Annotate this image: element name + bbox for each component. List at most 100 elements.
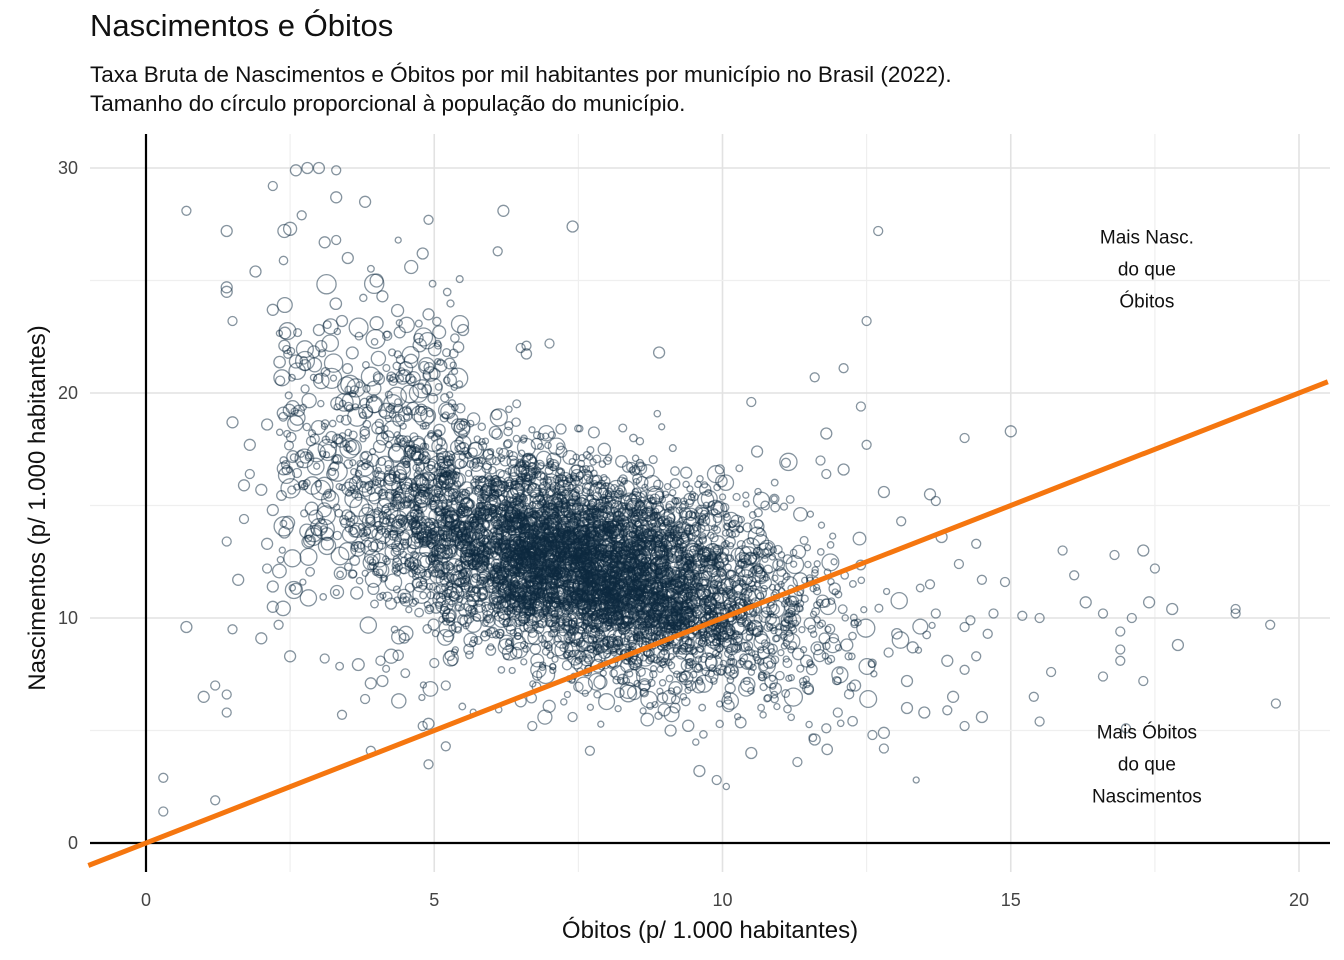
scatter-point [398, 632, 410, 644]
scatter-point [824, 623, 836, 635]
scatter-point [742, 500, 750, 508]
scatter-point [470, 541, 483, 554]
scatter-point [698, 483, 712, 496]
scatter-point [399, 550, 408, 559]
scatter-point [642, 547, 651, 556]
scatter-point [507, 464, 521, 477]
scatter-point [674, 561, 683, 570]
scatter-point [522, 502, 530, 510]
scatter-point [715, 663, 727, 676]
scatter-point [398, 625, 414, 641]
scatter-point [503, 438, 513, 449]
scatter-point [478, 551, 491, 564]
scatter-point [809, 630, 818, 638]
scatter-point [723, 511, 740, 528]
scatter-point [627, 635, 636, 644]
scatter-point [724, 554, 733, 562]
scatter-point [796, 664, 805, 673]
scatter-point [526, 586, 536, 595]
scatter-point [509, 458, 519, 468]
scatter-point [612, 675, 621, 685]
scatter-point [754, 487, 762, 496]
scatter-point [573, 681, 584, 693]
scatter-point [628, 556, 641, 569]
scatter-point [689, 545, 698, 553]
scatter-point [493, 564, 502, 574]
scatter-point [697, 652, 717, 672]
scatter-point [848, 579, 857, 588]
scatter-point [637, 678, 652, 692]
scatter-point [598, 550, 607, 559]
scatter-point [697, 546, 712, 560]
scatter-point [704, 669, 719, 684]
scatter-point [670, 466, 680, 477]
scatter-point [593, 675, 608, 690]
scatter-point [515, 458, 525, 469]
scatter-point [640, 518, 648, 527]
scatter-point [497, 666, 506, 674]
scatter-point [729, 580, 738, 589]
scatter-point [549, 464, 558, 472]
scatter-point [430, 434, 439, 442]
scatter-point [654, 711, 663, 720]
scatter-point [489, 408, 508, 427]
scatter-point [704, 601, 716, 613]
scatter-point [761, 555, 769, 563]
scatter-point [482, 449, 494, 461]
scatter-point [544, 497, 553, 505]
scatter-point [488, 479, 497, 489]
scatter-point [826, 541, 835, 549]
scatter-point [663, 706, 680, 723]
scatter-point [626, 670, 634, 678]
scatter-point [841, 614, 849, 622]
scatter-point [582, 527, 591, 535]
scatter-point [721, 692, 740, 710]
scatter-point [589, 458, 597, 466]
scatter-point [758, 671, 766, 679]
scatter-point [683, 595, 692, 604]
scatter-point [777, 649, 785, 657]
scatter-point [621, 544, 630, 552]
scatter-point [654, 565, 670, 580]
scatter-point [773, 544, 783, 555]
scatter-point [654, 531, 663, 540]
scatter-point [376, 593, 385, 601]
scatter-point [818, 632, 831, 645]
scatter-point [831, 588, 839, 596]
scatter-point [633, 549, 645, 562]
scatter-point [690, 586, 698, 595]
scatter-point [613, 687, 625, 699]
scatter-point [627, 657, 636, 666]
scatter-point [664, 564, 672, 572]
scatter-point [585, 523, 597, 535]
scatter-point [734, 565, 744, 575]
scatter-point [734, 716, 747, 729]
scatter-point [513, 619, 522, 628]
scatter-point [661, 535, 670, 543]
scatter-point [639, 687, 650, 698]
scatter-point [665, 500, 675, 511]
scatter-point [782, 554, 793, 565]
scatter-point [459, 614, 472, 628]
scatter-point [762, 671, 771, 679]
scatter-point [635, 475, 649, 489]
scatter-point [468, 590, 476, 598]
scatter-point [463, 643, 475, 655]
scatter-point [593, 503, 604, 513]
scatter-point [816, 548, 825, 556]
scatter-point [587, 426, 600, 439]
scatter-point [603, 456, 612, 466]
scatter-point [724, 563, 732, 571]
scatter-point [491, 456, 501, 466]
scatter-point [787, 674, 795, 682]
scatter-point [367, 582, 380, 596]
scatter-point [663, 482, 672, 491]
scatter-point [332, 588, 340, 597]
scatter-point [515, 465, 528, 478]
scatter-point [536, 665, 556, 685]
scatter-point [715, 719, 724, 729]
scatter-point [763, 622, 773, 633]
scatter-point [619, 684, 638, 703]
scatter-point [776, 559, 784, 568]
scatter-point [523, 575, 532, 584]
